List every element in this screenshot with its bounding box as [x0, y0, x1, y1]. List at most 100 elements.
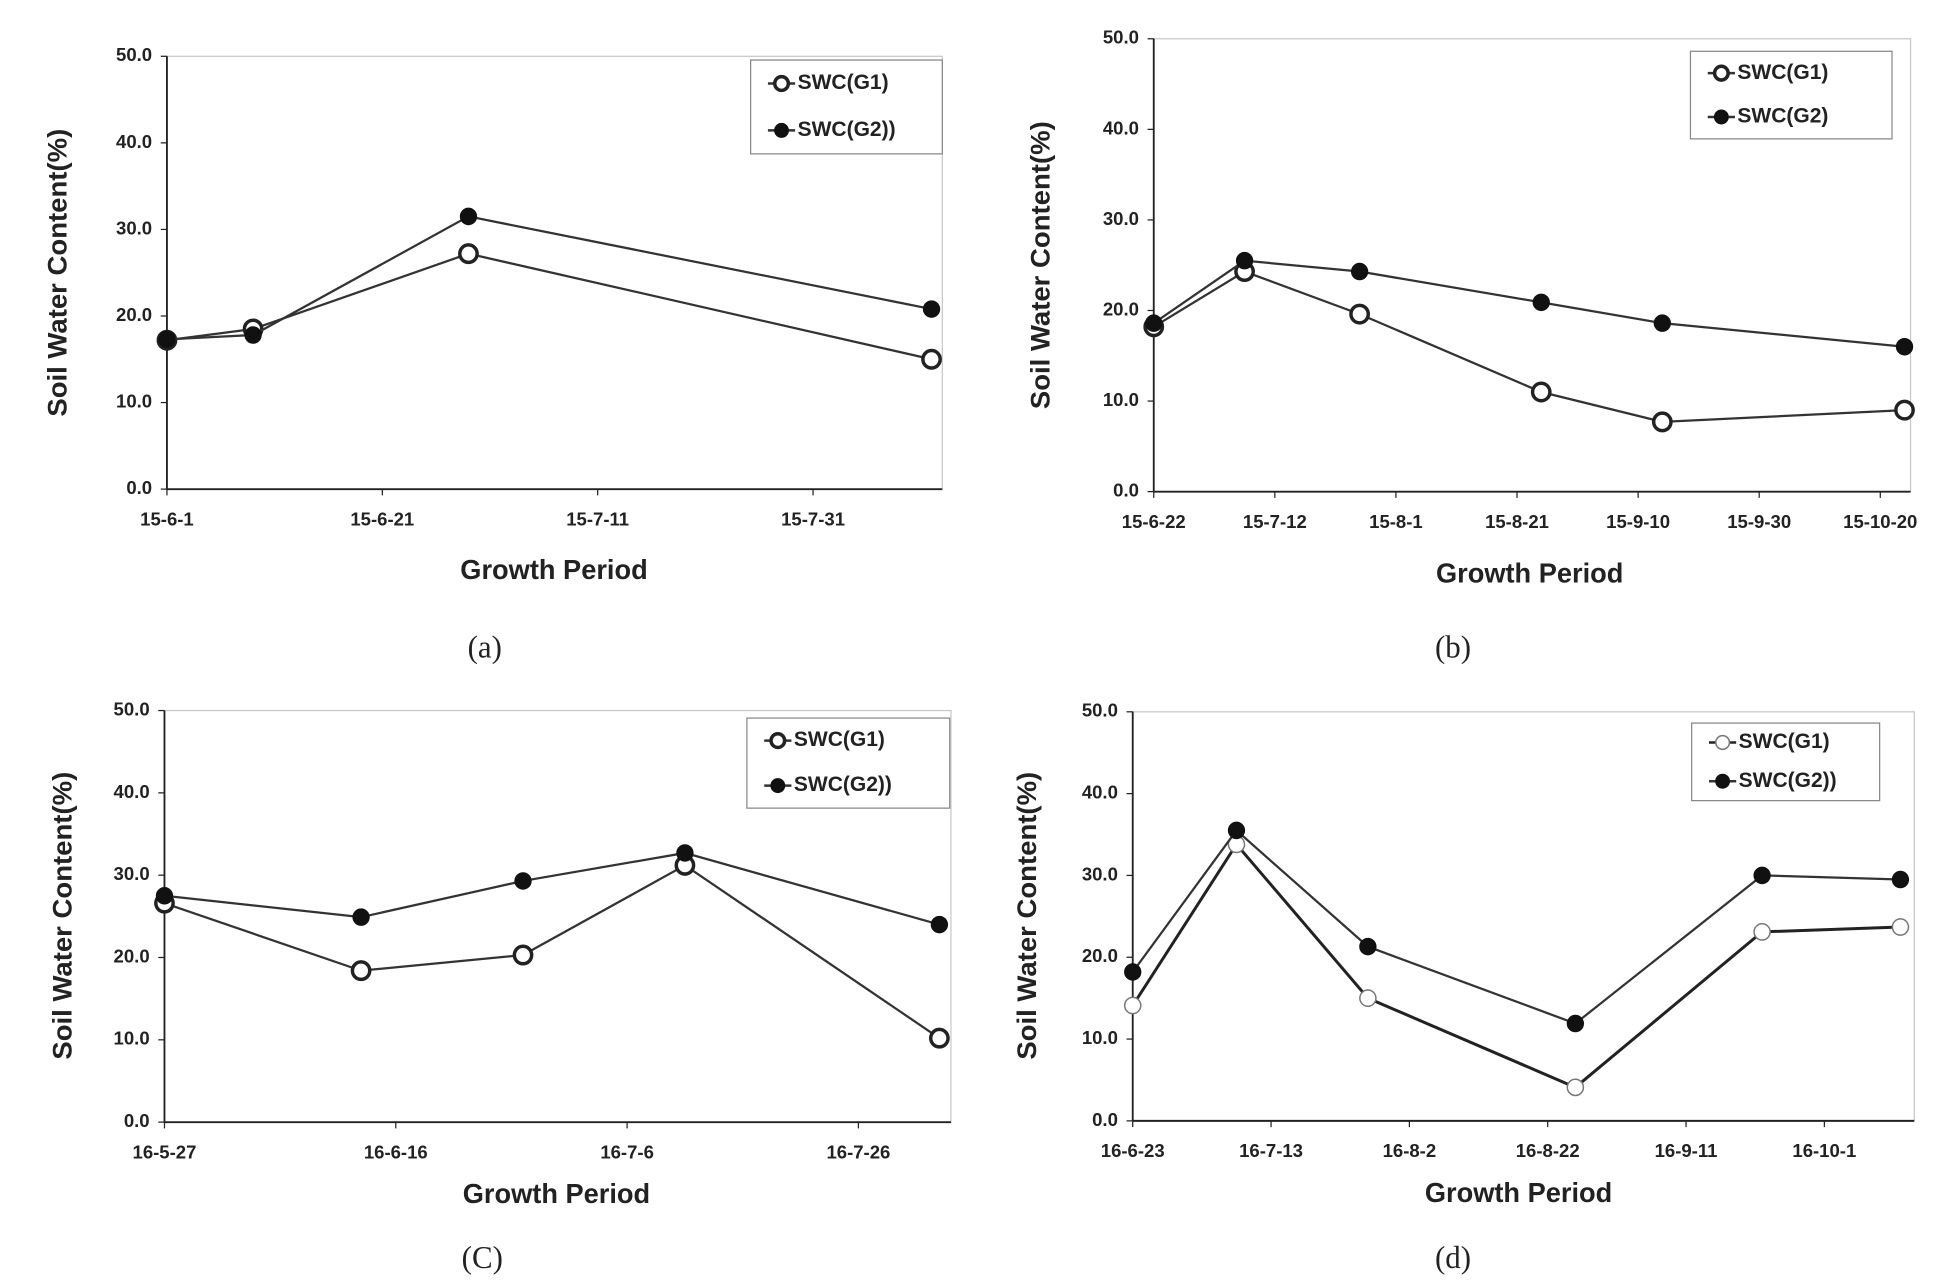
legend-marker [1715, 734, 1731, 751]
point [1651, 411, 1673, 433]
series-line [166, 215, 932, 341]
point [1530, 381, 1552, 403]
x-tick-label: 15-7-11 [566, 508, 629, 529]
y-tick-label: 50.0 [1103, 27, 1139, 48]
point [676, 844, 694, 862]
legend: SWC(G1) SWC(G2)) [750, 59, 943, 155]
x-tick-label: 15-8-1 [1369, 511, 1423, 532]
point [514, 872, 532, 890]
x-tick-label: 16-10-1 [1792, 1140, 1856, 1161]
y-tick-label: 0.0 [1092, 1109, 1118, 1130]
legend-label: SWC(G2)) [794, 773, 892, 796]
y-tick-label: 30.0 [116, 217, 152, 238]
point [1235, 251, 1254, 270]
y-tick-label: 40.0 [116, 131, 152, 152]
x-tick-label: 16-5-27 [133, 1141, 197, 1162]
legend-marker [770, 778, 786, 794]
y-tick-label: 20.0 [1103, 298, 1139, 319]
point [1566, 1078, 1585, 1097]
x-axis-title: Growth Period [463, 1178, 650, 1209]
legend-label: SWC(G1) [1737, 61, 1828, 84]
point [1349, 303, 1370, 325]
legend: SWC(G1) SWC(G2)) [746, 717, 951, 809]
x-tick-label: 15-6-21 [350, 508, 414, 529]
x-tick-label: 15-6-1 [140, 508, 194, 529]
point [1532, 293, 1550, 312]
point [1753, 923, 1771, 941]
caption: (b) [1435, 630, 1471, 665]
x-tick-label: 15-6-22 [1122, 511, 1186, 532]
x-tick-label: 16-7-6 [600, 1141, 654, 1162]
chart: 0.0 10.0 20.0 30.0 40.0 50.0 15-6-1 15-6-21 15-7… [42, 44, 943, 665]
legend-label: SWC(G1) [798, 71, 889, 94]
y-tick-label: 40.0 [1103, 117, 1139, 138]
series-line [1131, 828, 1901, 1025]
point [1653, 314, 1671, 332]
point [244, 326, 262, 344]
x-tick-label: 15-8-21 [1485, 511, 1549, 532]
point [352, 908, 370, 926]
x-tick-label: 16-7-26 [826, 1141, 890, 1162]
caption: (d) [1435, 1240, 1471, 1275]
point [350, 960, 372, 982]
y-tick-label: 0.0 [126, 477, 152, 498]
point [1753, 866, 1771, 885]
x-axis-title: Growth Period [1436, 558, 1623, 589]
x-tick-label: 16-8-2 [1383, 1140, 1437, 1161]
point [1227, 821, 1246, 840]
x-tick-label: 15-9-30 [1727, 511, 1791, 532]
caption: (a) [468, 630, 502, 665]
y-tick-label: 20.0 [116, 304, 152, 325]
legend-label: SWC(G2)) [1739, 769, 1837, 792]
x-tick-label: 16-6-16 [364, 1141, 428, 1162]
series-line [164, 851, 940, 926]
legend-label: SWC(G1) [794, 728, 885, 751]
point [1145, 314, 1163, 332]
legend-marker [774, 122, 789, 138]
caption: (C) [462, 1240, 503, 1275]
series-line [1131, 841, 1901, 1090]
point [1350, 262, 1369, 281]
y-axis-title: Soil Water Content(%) [1025, 121, 1056, 409]
point [1124, 963, 1142, 981]
point [1566, 1014, 1585, 1033]
legend-marker [1713, 109, 1729, 125]
x-axis-title: Growth Period [1425, 1177, 1612, 1208]
point [1123, 996, 1142, 1015]
legend-label: SWC(G2)) [798, 118, 896, 141]
point [1891, 870, 1910, 889]
x-tick-label: 16-9-11 [1655, 1140, 1718, 1161]
series-line [1153, 270, 1905, 424]
legend-marker [1715, 773, 1731, 789]
y-axis-title: Soil Water Content(%) [47, 772, 78, 1060]
legend-label: SWC(G2) [1737, 104, 1828, 127]
legend-marker [769, 731, 787, 750]
x-tick-label: 15-9-10 [1606, 511, 1670, 532]
point [922, 300, 941, 318]
y-axis-title: Soil Water Content(%) [42, 129, 73, 417]
point [1895, 337, 1914, 356]
point [921, 348, 942, 370]
y-tick-label: 10.0 [116, 390, 152, 411]
x-tick-label: 16-6-23 [1101, 1140, 1165, 1161]
point [459, 207, 478, 226]
y-tick-label: 30.0 [114, 863, 150, 884]
x-tick-label: 15-7-12 [1243, 511, 1307, 532]
chart: 0.0 10.0 20.0 30.0 40.0 50.0 16-5-27 16-6-16 16-… [47, 698, 952, 1275]
y-tick-label: 0.0 [124, 1110, 150, 1131]
y-tick-label: 10.0 [1082, 1027, 1118, 1048]
point [1359, 937, 1377, 956]
y-tick-label: 40.0 [114, 781, 150, 802]
legend-marker [773, 74, 791, 93]
y-tick-label: 20.0 [1082, 945, 1118, 966]
point [158, 330, 176, 349]
x-tick-label: 16-7-13 [1239, 1140, 1303, 1161]
y-tick-label: 40.0 [1082, 781, 1118, 802]
point [1894, 399, 1915, 421]
legend-label: SWC(G1) [1739, 730, 1830, 753]
y-tick-label: 50.0 [114, 698, 150, 719]
x-tick-label: 15-10-20 [1843, 511, 1917, 532]
legend: SWC(G1) SWC(G2) [1689, 50, 1893, 140]
x-tick-label: 16-8-22 [1516, 1140, 1580, 1161]
